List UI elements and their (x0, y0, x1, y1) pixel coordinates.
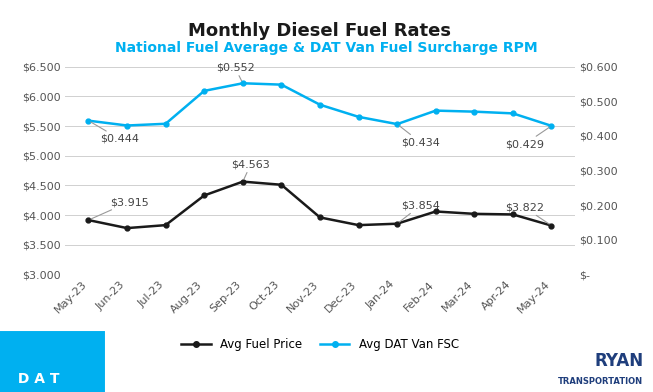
Legend: Avg Fuel Price, Avg DAT Van FSC: Avg Fuel Price, Avg DAT Van FSC (176, 333, 464, 356)
Text: $3.915: $3.915 (91, 197, 148, 219)
Text: $3.854: $3.854 (400, 201, 440, 222)
Text: $0.434: $0.434 (400, 126, 440, 147)
Text: D A T: D A T (13, 372, 65, 386)
Text: $0.444: $0.444 (91, 122, 139, 144)
Text: $0.552: $0.552 (215, 63, 255, 81)
Text: RYAN: RYAN (594, 352, 643, 370)
Text: $4.563: $4.563 (231, 160, 270, 179)
Text: $3.822: $3.822 (505, 203, 549, 224)
Title: Monthly Diesel Fuel Rates: Monthly Diesel Fuel Rates (189, 22, 451, 40)
Text: National Fuel Average & DAT Van Fuel Surcharge RPM: National Fuel Average & DAT Van Fuel Sur… (115, 41, 538, 55)
Text: $0.429: $0.429 (505, 127, 549, 149)
Text: TRANSPORTATION: TRANSPORTATION (558, 377, 643, 386)
